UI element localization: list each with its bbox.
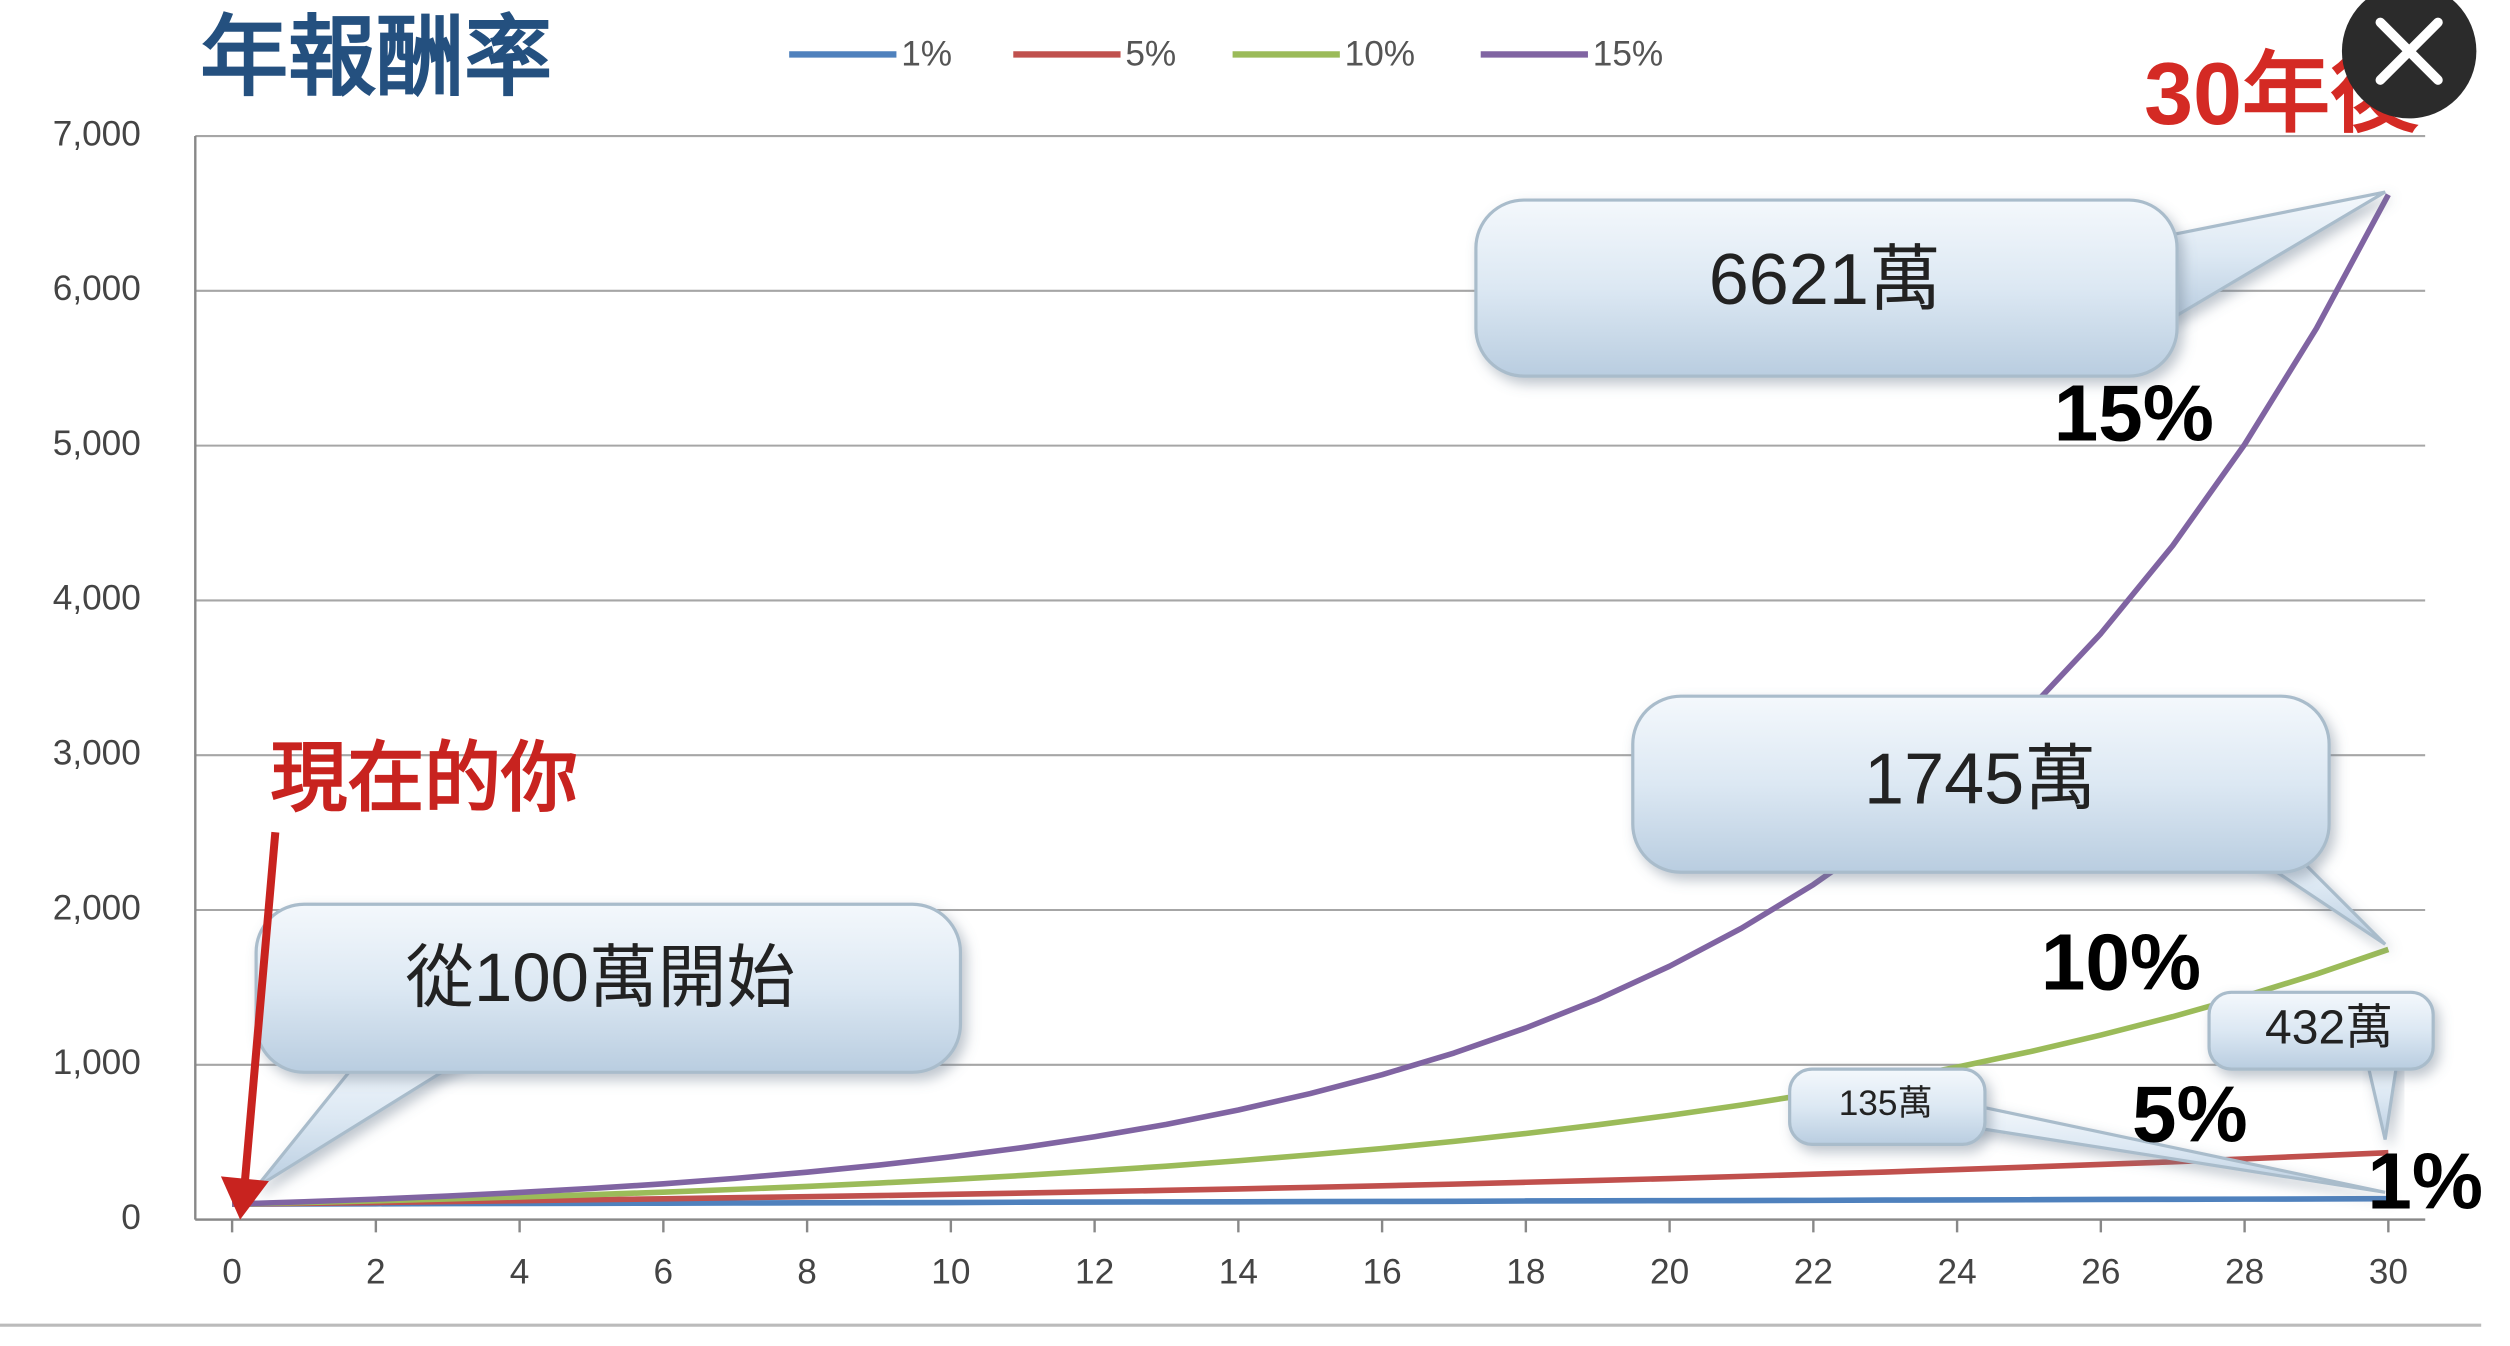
annotation: 6621萬 (1709, 240, 1941, 320)
x-tick-label: 24 (1938, 1252, 1977, 1291)
x-tick-label: 30 (2369, 1252, 2408, 1291)
callout-1745: 1745萬 (1631, 694, 2387, 946)
x-tick-label: 18 (1506, 1252, 1545, 1291)
annotation: 15% (2054, 368, 2214, 457)
y-tick-label: 0 (121, 1198, 141, 1237)
x-tick-label: 26 (2081, 1252, 2120, 1291)
annotation: 10% (2041, 917, 2201, 1006)
annotation: 現在的你 (271, 736, 578, 822)
annotation: 1745萬 (1864, 739, 2096, 819)
legend-label: 1% (901, 34, 952, 73)
annotation: 135萬 (1839, 1084, 1933, 1123)
legend: 1% 5% 10% 15% (789, 34, 1663, 73)
callout-432: 432萬 (2207, 990, 2435, 1140)
legend-label: 15% (1593, 34, 1663, 73)
arrow (220, 831, 280, 1220)
x-tick-label: 16 (1363, 1252, 1402, 1291)
annotation: 432萬 (2265, 1001, 2393, 1054)
annotation: 從100萬開始 (405, 939, 795, 1016)
y-tick-label: 2,000 (53, 888, 141, 927)
series-line (232, 946, 2390, 1207)
legend-label: 10% (1345, 34, 1415, 73)
annotation: 5% (2132, 1069, 2248, 1158)
y-tick-label: 4,000 (53, 579, 141, 618)
x-tick-label: 22 (1794, 1252, 1833, 1291)
x-tick-label: 8 (797, 1252, 817, 1291)
y-tick-label: 1,000 (53, 1043, 141, 1082)
x-tick-label: 10 (931, 1252, 970, 1291)
x-tick-label: 2 (366, 1252, 386, 1291)
y-tick-label: 5,000 (53, 424, 141, 463)
series-line (232, 1149, 2389, 1207)
y-tick-label: 7,000 (53, 114, 141, 153)
x-tick-label: 6 (654, 1252, 674, 1291)
callout-start: 從100萬開始 (254, 902, 963, 1189)
x-tick-label: 28 (2225, 1252, 2264, 1291)
y-tick-label: 6,000 (53, 269, 141, 308)
chart-title: 年報酬率 (200, 7, 552, 106)
close-button[interactable] (2341, 0, 2477, 119)
callout-135: 135萬 (1788, 1067, 2386, 1194)
annotation: 1% (2367, 1137, 2483, 1226)
series-line (232, 1195, 2389, 1207)
x-tick-label: 4 (510, 1252, 530, 1291)
callout-6621: 6621萬 (1474, 190, 2386, 378)
x-tick-label: 14 (1219, 1252, 1258, 1291)
x-tick-label: 12 (1075, 1252, 1114, 1291)
y-tick-label: 3,000 (53, 733, 141, 772)
x-tick-label: 20 (1650, 1252, 1689, 1291)
x-tick-label: 0 (222, 1252, 242, 1291)
legend-label: 5% (1125, 34, 1176, 73)
